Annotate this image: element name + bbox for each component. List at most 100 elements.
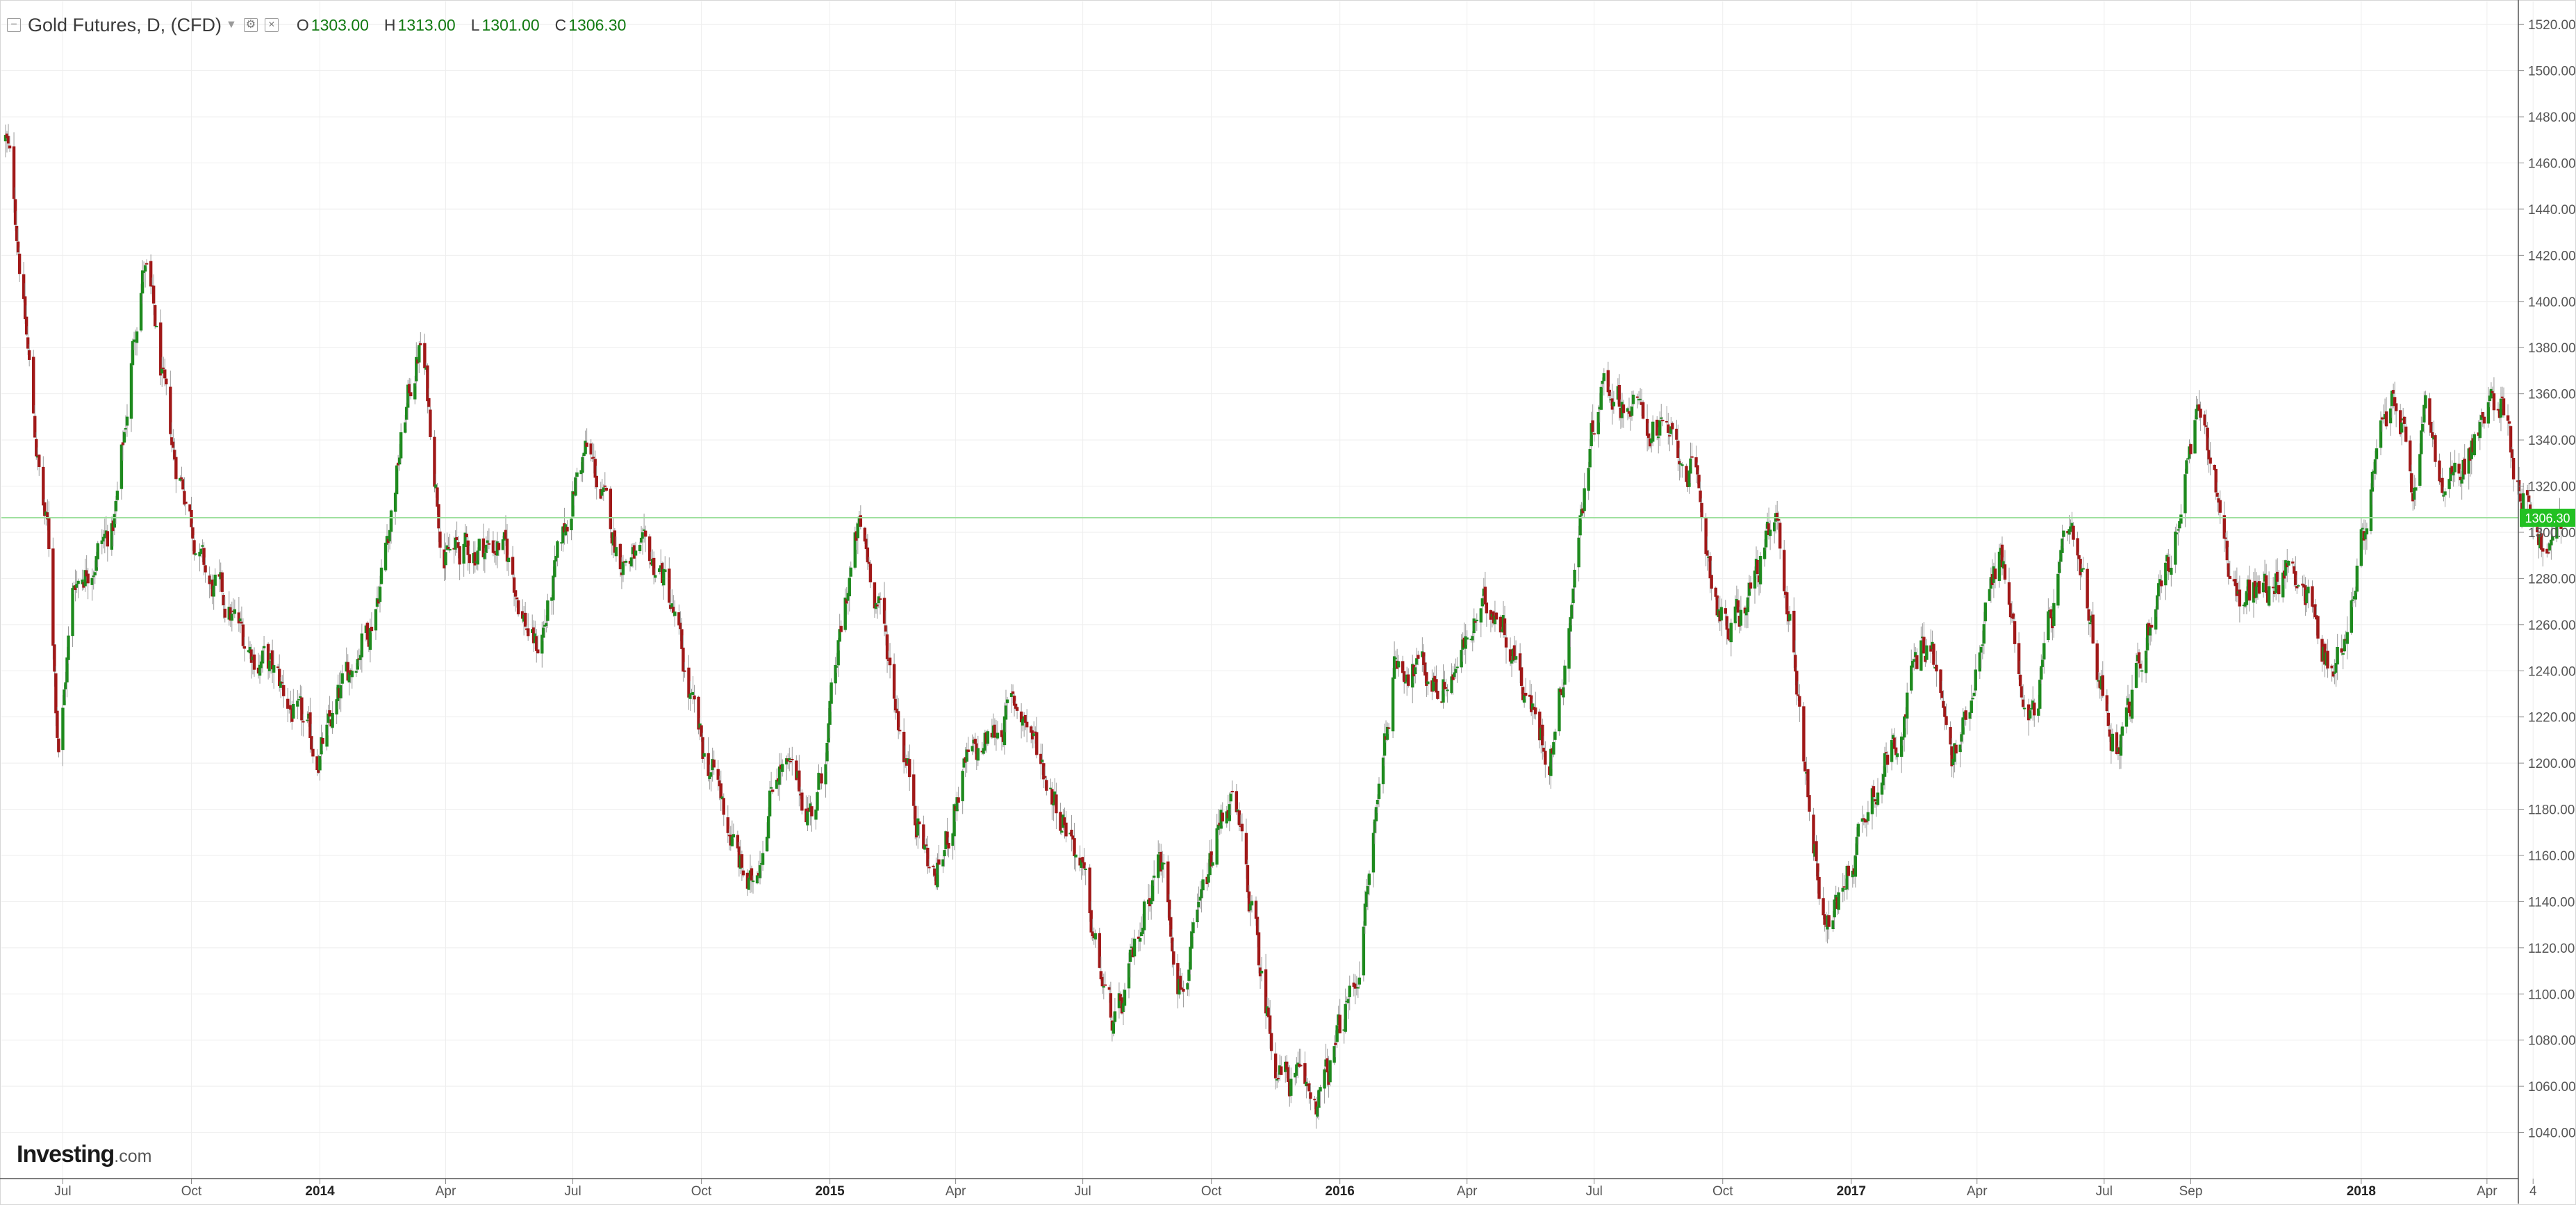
candle-body bbox=[2164, 562, 2168, 586]
ohlc-close: C 1306.30 bbox=[554, 15, 627, 34]
candle-body bbox=[1694, 457, 1698, 468]
candle-body bbox=[1958, 744, 1962, 753]
candle-body bbox=[740, 854, 744, 868]
candle-body bbox=[2421, 424, 2425, 432]
candle-body bbox=[1697, 475, 1701, 489]
candle-body bbox=[1778, 523, 1782, 549]
instrument-title[interactable]: Gold Futures, D, (CFD) bbox=[28, 14, 222, 35]
candle-body bbox=[1387, 727, 1391, 729]
candle-body bbox=[1299, 1065, 1303, 1067]
candle-body bbox=[1542, 747, 1546, 752]
candle-body bbox=[426, 365, 429, 402]
candle-body bbox=[652, 557, 656, 575]
candle-body bbox=[1004, 705, 1008, 720]
candle-body bbox=[1776, 518, 1781, 521]
candle-body bbox=[2449, 467, 2452, 481]
candle-body bbox=[233, 609, 237, 614]
candle-body bbox=[458, 546, 461, 565]
candle-body bbox=[1346, 999, 1350, 1003]
candle-body bbox=[824, 764, 827, 785]
candle-body bbox=[2284, 560, 2288, 576]
settings-icon[interactable]: ⚙ bbox=[243, 18, 258, 32]
x-tick-label: 2014 bbox=[305, 1184, 335, 1199]
candle-body bbox=[878, 598, 882, 600]
candle-body bbox=[973, 739, 977, 744]
candle-body bbox=[2555, 522, 2559, 539]
candle-body bbox=[2062, 530, 2065, 537]
candle-body bbox=[2499, 398, 2503, 418]
candle-body bbox=[853, 532, 857, 568]
candle-body bbox=[1059, 812, 1062, 831]
candle-body bbox=[1806, 769, 1810, 798]
close-icon[interactable]: × bbox=[264, 18, 279, 32]
candle-body bbox=[438, 531, 442, 548]
candle-body bbox=[456, 542, 460, 548]
candle-body bbox=[174, 457, 178, 479]
candle-body bbox=[1289, 1079, 1293, 1096]
candle-body bbox=[2459, 476, 2462, 481]
candle-body bbox=[1381, 757, 1385, 785]
y-tick-label: 1300.00 bbox=[2528, 526, 2576, 541]
candle-body bbox=[2137, 652, 2141, 664]
candle-body bbox=[2207, 450, 2211, 460]
candle-body bbox=[604, 487, 609, 491]
candle-body bbox=[1685, 466, 1688, 482]
candle-body bbox=[982, 748, 986, 754]
x-tick-label: Oct bbox=[181, 1184, 202, 1199]
candle-body bbox=[2041, 659, 2045, 667]
candle-body bbox=[1089, 910, 1093, 933]
y-tick-label: 1480.00 bbox=[2528, 110, 2576, 125]
candle-body bbox=[1276, 1078, 1280, 1080]
investing-logo[interactable]: Investing.com bbox=[17, 1141, 152, 1167]
candle-body bbox=[1719, 607, 1723, 621]
candle-body bbox=[1176, 962, 1180, 994]
candle-body bbox=[825, 743, 829, 762]
candle-body bbox=[354, 671, 358, 673]
candle-body bbox=[220, 572, 224, 592]
candle-body bbox=[515, 597, 519, 600]
candle-body bbox=[101, 536, 105, 542]
candle-body bbox=[103, 534, 106, 539]
candle-body bbox=[1035, 732, 1039, 755]
candle-body bbox=[898, 730, 902, 732]
candle-body bbox=[670, 603, 674, 608]
candle-body bbox=[707, 753, 710, 776]
candle-body bbox=[1823, 914, 1826, 925]
candle-body bbox=[1401, 661, 1405, 673]
x-tick-label: Apr bbox=[946, 1184, 966, 1199]
candle-body bbox=[1216, 824, 1220, 830]
candle-body bbox=[1209, 851, 1213, 867]
candle-body bbox=[212, 585, 215, 597]
candle-body bbox=[2359, 529, 2363, 566]
candle-body bbox=[1235, 791, 1239, 812]
candle-body bbox=[2275, 571, 2279, 582]
candle-body bbox=[542, 628, 545, 638]
candle-body bbox=[2340, 648, 2343, 653]
candle-body bbox=[2127, 701, 2131, 713]
candle-body bbox=[310, 736, 313, 750]
candle-body bbox=[1130, 946, 1134, 949]
candle-body bbox=[2177, 529, 2180, 531]
candle-body bbox=[1171, 937, 1174, 952]
candle-body bbox=[2274, 573, 2278, 593]
candle-body bbox=[1404, 682, 1407, 684]
candle-body bbox=[513, 590, 518, 597]
candle-body bbox=[378, 587, 382, 602]
candle-body bbox=[188, 504, 192, 511]
candle-body bbox=[2130, 689, 2134, 719]
collapse-icon[interactable]: − bbox=[7, 18, 21, 32]
candle-body bbox=[1100, 976, 1104, 987]
caret-down-icon[interactable]: ▼ bbox=[226, 19, 237, 31]
candle-body bbox=[2042, 643, 2046, 659]
candle-body bbox=[162, 367, 165, 369]
candle-body bbox=[2393, 397, 2397, 407]
candle-body bbox=[1186, 983, 1189, 990]
candle-body bbox=[1746, 597, 1750, 612]
candle-body bbox=[2336, 647, 2339, 665]
candle-body bbox=[873, 582, 877, 609]
candle-body bbox=[1307, 1083, 1311, 1092]
candle-body bbox=[1724, 608, 1727, 614]
candle-body bbox=[927, 867, 931, 869]
candle-body bbox=[1465, 637, 1469, 640]
